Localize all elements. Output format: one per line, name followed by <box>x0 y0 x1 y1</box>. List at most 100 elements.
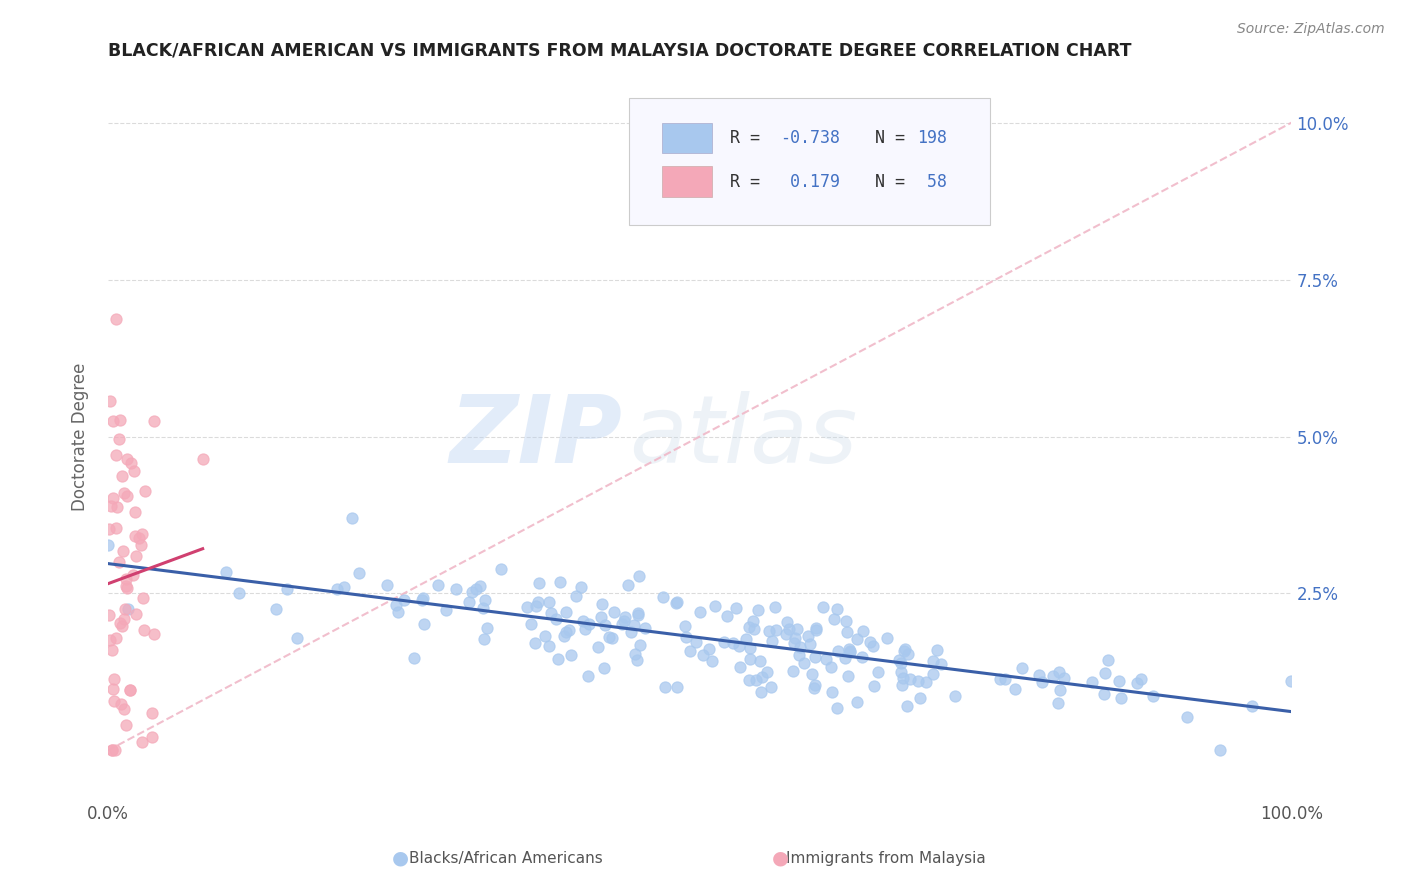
Point <box>141 706 163 720</box>
Point <box>558 623 581 637</box>
Point <box>1209 743 1232 757</box>
Point <box>862 640 884 654</box>
Point <box>783 631 806 645</box>
Point <box>537 639 560 653</box>
Point <box>890 678 912 692</box>
Point <box>112 612 135 626</box>
Point <box>115 717 138 731</box>
Point <box>143 627 166 641</box>
Point <box>896 647 918 661</box>
Point <box>689 605 711 619</box>
Point <box>713 635 735 649</box>
Point <box>592 661 614 675</box>
Point <box>112 486 135 500</box>
Point <box>1281 674 1303 689</box>
Point <box>122 464 145 478</box>
Point <box>1092 687 1115 701</box>
Point <box>108 412 131 426</box>
Point <box>108 555 131 569</box>
Point <box>827 644 849 658</box>
Point <box>763 599 786 614</box>
Point <box>132 591 155 605</box>
Text: BLACK/AFRICAN AMERICAN VS IMMIGRANTS FROM MALAYSIA DOCTORATE DEGREE CORRELATION : BLACK/AFRICAN AMERICAN VS IMMIGRANTS FRO… <box>108 42 1132 60</box>
Point <box>740 652 762 666</box>
Point <box>576 669 599 683</box>
Point <box>921 666 943 681</box>
Point <box>626 606 648 620</box>
Point <box>134 623 156 637</box>
Point <box>898 673 921 687</box>
Point <box>782 636 804 650</box>
Point <box>837 669 859 683</box>
Point <box>402 651 425 665</box>
Point <box>929 657 952 672</box>
Point <box>101 681 124 696</box>
Point <box>723 636 745 650</box>
Point <box>603 605 626 619</box>
Point <box>628 639 651 653</box>
Point <box>114 602 136 616</box>
Point <box>117 452 139 467</box>
Point <box>839 644 862 658</box>
Point <box>100 743 122 757</box>
Point <box>759 681 782 695</box>
Point <box>851 649 873 664</box>
Point <box>716 608 738 623</box>
Point <box>104 743 127 757</box>
Point <box>737 620 759 634</box>
Point <box>465 582 488 596</box>
Point <box>756 665 779 679</box>
Point <box>907 674 929 689</box>
Point <box>724 600 747 615</box>
Point <box>825 602 848 616</box>
Point <box>921 654 943 668</box>
Point <box>548 574 571 589</box>
Point <box>191 451 214 466</box>
Point <box>925 643 948 657</box>
Point <box>890 657 912 671</box>
Point <box>472 632 495 646</box>
Y-axis label: Doctorate Degree: Doctorate Degree <box>72 362 89 511</box>
Point <box>553 629 575 643</box>
Point <box>845 632 868 647</box>
Point <box>125 549 148 564</box>
Point <box>131 735 153 749</box>
Point <box>101 414 124 428</box>
Point <box>332 580 354 594</box>
Point <box>613 609 636 624</box>
Point <box>107 432 129 446</box>
Point <box>742 614 765 628</box>
Point <box>876 631 898 645</box>
Point <box>624 647 647 661</box>
Point <box>1175 710 1198 724</box>
Point <box>342 510 364 524</box>
Point <box>1108 673 1130 688</box>
Point <box>834 614 856 628</box>
Text: ●: ● <box>392 848 409 868</box>
Text: ●: ● <box>772 848 789 868</box>
Point <box>749 685 772 699</box>
Point <box>115 579 138 593</box>
Point <box>914 674 936 689</box>
Point <box>591 597 613 611</box>
FancyBboxPatch shape <box>628 98 990 226</box>
Point <box>804 621 827 635</box>
Point <box>782 664 804 678</box>
Point <box>228 585 250 599</box>
Point <box>461 585 484 599</box>
Point <box>112 702 135 716</box>
Point <box>815 652 838 666</box>
Point <box>845 695 868 709</box>
Point <box>112 544 135 558</box>
Point <box>108 615 131 630</box>
Point <box>436 603 458 617</box>
Point <box>1047 665 1070 680</box>
Point <box>118 682 141 697</box>
Point <box>124 506 146 520</box>
Point <box>117 602 139 616</box>
Point <box>547 651 569 665</box>
Point <box>120 456 142 470</box>
Point <box>103 491 125 506</box>
Point <box>654 681 676 695</box>
Point <box>444 582 467 596</box>
